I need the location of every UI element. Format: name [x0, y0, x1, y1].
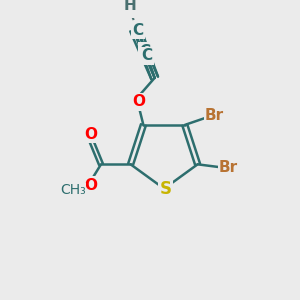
Text: C: C: [139, 44, 150, 59]
Text: C: C: [141, 48, 152, 63]
Text: H: H: [124, 0, 136, 13]
Text: O: O: [85, 127, 98, 142]
Text: S: S: [160, 180, 172, 198]
Text: Br: Br: [205, 108, 224, 123]
Text: O: O: [85, 178, 98, 193]
Text: CH₃: CH₃: [60, 183, 86, 197]
Text: Br: Br: [219, 160, 238, 175]
Text: C: C: [132, 23, 143, 38]
Text: O: O: [133, 94, 146, 109]
